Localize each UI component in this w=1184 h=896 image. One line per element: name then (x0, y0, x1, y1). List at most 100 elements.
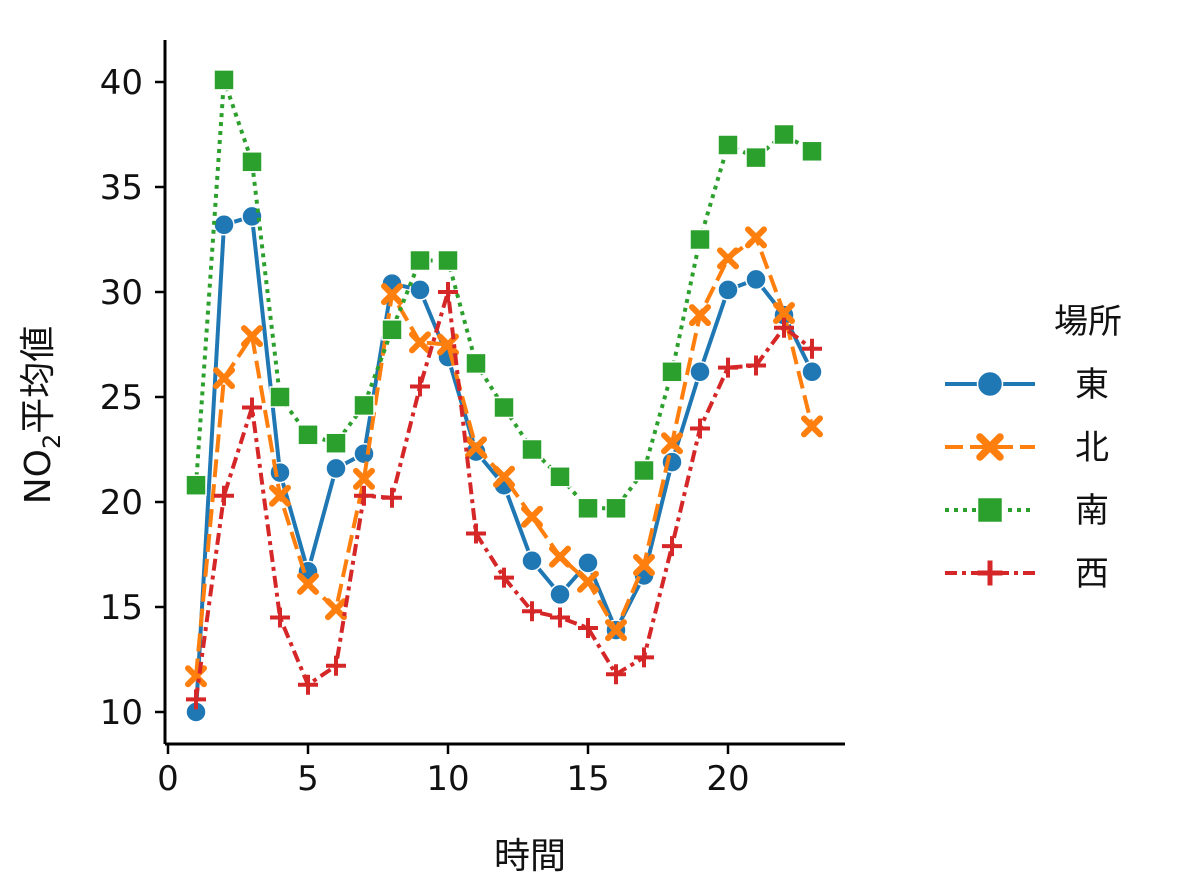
series-2 (185, 226, 823, 688)
y-tick-label: 25 (100, 378, 143, 418)
legend-label: 西 (1075, 554, 1109, 594)
data-point (241, 151, 263, 173)
data-point (521, 550, 543, 572)
y-axis-title-subscript: 2 (38, 434, 66, 449)
data-point (717, 247, 739, 270)
data-point (577, 570, 599, 593)
data-point (606, 664, 626, 685)
data-point (662, 536, 682, 557)
data-point (689, 361, 711, 383)
x-tick-label: 10 (426, 759, 469, 799)
data-point (270, 607, 290, 628)
data-point (269, 386, 291, 408)
y-tick-label: 35 (100, 168, 143, 208)
data-point (185, 474, 207, 496)
data-point (634, 647, 654, 668)
x-ticks: 0 5 10 15 20 (157, 744, 750, 799)
y-axis-title-main: NO (18, 449, 59, 504)
y-axis-title-rest: 平均値 (18, 326, 59, 434)
legend-label: 南 (1075, 491, 1109, 531)
data-point (801, 415, 823, 438)
data-point (213, 69, 235, 91)
data-point (242, 397, 262, 418)
data-point (746, 355, 766, 376)
y-tick-label: 40 (100, 63, 143, 103)
data-point (353, 467, 375, 490)
data-point (297, 572, 319, 595)
data-point (354, 485, 374, 506)
data-point (298, 674, 318, 695)
data-point (494, 567, 514, 588)
data-point (549, 545, 571, 568)
data-point (773, 302, 795, 324)
data-point (577, 497, 599, 520)
x-tick-label: 0 (157, 759, 179, 799)
data-point (409, 249, 431, 272)
data-point (437, 249, 459, 272)
data-point (977, 560, 1003, 586)
data-point (689, 304, 711, 327)
plot-area (185, 69, 823, 723)
data-point (689, 228, 711, 251)
legend-item: 東 (945, 365, 1109, 405)
data-point (717, 134, 739, 156)
y-axis-title: NO2平均値 (18, 326, 66, 505)
data-point (745, 146, 767, 169)
x-tick-label: 20 (706, 759, 749, 799)
x-tick-label: 5 (297, 759, 319, 799)
data-point (493, 465, 515, 488)
x-axis-title: 時間 (494, 836, 566, 877)
data-point (186, 689, 206, 710)
axes: 0 5 10 15 20 10 15 20 25 30 35 40 (100, 40, 845, 799)
data-point (381, 283, 403, 306)
data-point (605, 497, 627, 520)
data-point (493, 396, 515, 419)
data-point (717, 279, 739, 301)
data-point (549, 583, 571, 606)
legend-item: 南 (945, 491, 1109, 531)
x-tick-label: 15 (566, 759, 609, 799)
series-1 (185, 205, 823, 723)
series-line (194, 290, 814, 700)
data-point (801, 140, 823, 163)
data-point (774, 317, 794, 338)
data-point (549, 466, 571, 488)
data-point (661, 432, 683, 455)
data-point (326, 655, 346, 676)
data-point (976, 370, 1004, 398)
data-point (690, 418, 710, 439)
data-point (521, 505, 543, 528)
data-point (976, 496, 1004, 524)
data-point (633, 459, 655, 482)
data-point (802, 338, 822, 359)
data-point (605, 619, 627, 642)
data-point (465, 352, 487, 375)
data-point (550, 607, 570, 628)
data-point (269, 484, 291, 507)
data-point (214, 485, 234, 506)
series-4 (186, 282, 822, 710)
data-point (578, 618, 598, 638)
y-tick-label: 15 (100, 588, 143, 628)
data-point (522, 601, 542, 622)
series-3 (185, 69, 823, 520)
data-point (773, 123, 795, 146)
data-point (409, 331, 431, 354)
data-point (409, 279, 431, 301)
data-point (745, 268, 767, 291)
data-point (297, 424, 319, 446)
series-line (194, 235, 814, 677)
data-point (353, 394, 375, 417)
legend-title: 場所 (1054, 302, 1122, 342)
data-point (718, 357, 738, 378)
data-point (438, 282, 458, 302)
data-point (976, 433, 1004, 461)
data-point (466, 523, 486, 544)
data-point (661, 361, 683, 383)
data-point (382, 487, 402, 508)
y-ticks: 10 15 20 25 30 35 40 (100, 63, 165, 733)
data-point (521, 438, 543, 461)
